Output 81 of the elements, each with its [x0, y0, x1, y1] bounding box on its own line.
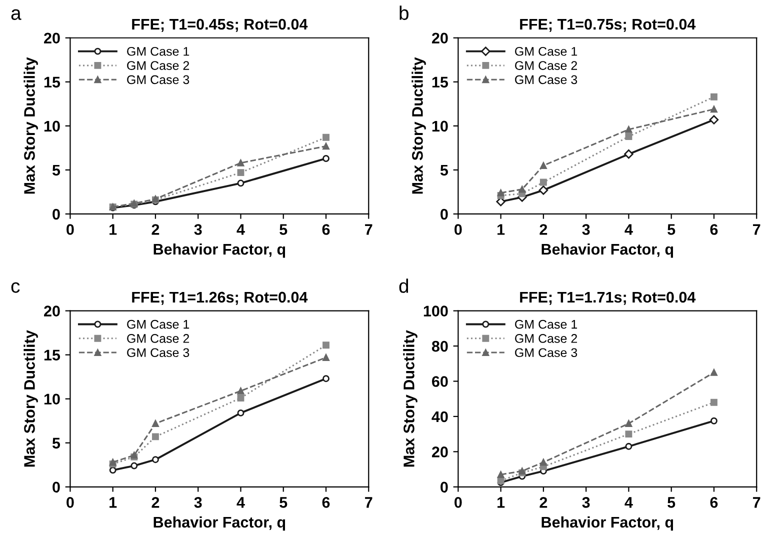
y-tick-label: 20: [44, 306, 60, 316]
legend-label: GM Case 1: [127, 46, 190, 56]
legend-label: GM Case 1: [515, 320, 578, 329]
x-tick-label: 0: [66, 497, 74, 508]
x-tick-label: 4: [236, 224, 245, 235]
chart-title: FFE; T1=0.75s; Rot=0.04: [520, 18, 696, 32]
x-tick-label: 0: [66, 224, 74, 235]
x-tick-label: 4: [624, 224, 633, 235]
y-tick-label: 10: [44, 120, 60, 132]
x-tick-label: 7: [753, 497, 760, 508]
x-tick-label: 3: [582, 497, 590, 508]
y-tick-label: 60: [432, 376, 448, 387]
x-tick-label: 3: [194, 497, 202, 508]
x-tick-label: 1: [498, 224, 505, 235]
y-tick-label: 40: [432, 411, 448, 422]
x-axis-title: Behavior Factor, q: [154, 243, 286, 258]
x-tick-label: 6: [322, 497, 330, 508]
y-tick-label: 5: [52, 438, 60, 449]
legend-label: GM Case 2: [515, 61, 577, 70]
x-tick-label: 1: [110, 224, 117, 235]
legend-label: GM Case 2: [127, 61, 190, 70]
x-tick-label: 1: [110, 497, 117, 508]
text: a: [11, 9, 22, 20]
x-tick-label: 0: [454, 497, 462, 508]
y-tick-label: 15: [432, 76, 448, 88]
x-tick-label: 6: [322, 224, 330, 235]
y-tick-label: 80: [432, 340, 448, 352]
text: d: [399, 278, 408, 293]
x-axis-title: Behavior Factor, q: [154, 516, 286, 531]
x-tick-label: 5: [668, 224, 676, 235]
y-axis-title: Max Story Ductility: [403, 330, 418, 467]
x-tick-label: 2: [540, 497, 548, 508]
x-tick-label: 3: [194, 224, 202, 235]
x-axis-title: Behavior Factor, q: [542, 516, 674, 531]
x-tick-label: 0: [454, 224, 462, 235]
legend-label: GM Case 1: [127, 320, 190, 329]
x-axis-title: Behavior Factor, q: [542, 243, 674, 258]
text: b: [400, 6, 408, 20]
y-axis-title: Max Story Ductility: [24, 57, 38, 194]
legend-label: GM Case 2: [515, 334, 577, 343]
x-tick-label: 2: [152, 497, 160, 508]
text: c: [11, 282, 20, 293]
x-tick-label: 5: [280, 224, 288, 235]
legend-label: GM Case 3: [515, 348, 578, 358]
x-tick-label: 5: [668, 497, 676, 508]
chart-title: FFE; T1=1.71s; Rot=0.04: [520, 292, 696, 305]
y-tick-label: 10: [432, 120, 448, 132]
legend-label: GM Case 3: [515, 75, 578, 84]
y-tick-label: 0: [440, 208, 448, 220]
y-tick-label: 20: [432, 32, 448, 44]
y-tick-label: 0: [440, 482, 448, 493]
chart-title: FFE; T1=1.26s; Rot=0.04: [132, 292, 308, 305]
y-tick-label: 5: [440, 164, 448, 176]
y-tick-label: 0: [52, 482, 60, 493]
y-tick-label: 20: [44, 32, 60, 44]
y-tick-label: 20: [432, 446, 448, 458]
x-tick-label: 7: [365, 224, 372, 235]
x-tick-label: 4: [236, 497, 245, 508]
x-tick-label: 2: [540, 224, 548, 235]
x-tick-label: 7: [365, 497, 372, 508]
x-tick-label: 2: [152, 224, 160, 235]
y-tick-label: 100: [424, 306, 448, 316]
x-tick-label: 7: [753, 224, 760, 235]
x-tick-label: 6: [710, 497, 718, 508]
legend-label: GM Case 3: [127, 348, 190, 358]
y-tick-label: 5: [52, 164, 60, 176]
chart-title: FFE; T1=0.45s; Rot=0.04: [132, 18, 308, 32]
y-tick-label: 0: [52, 208, 60, 220]
x-tick-label: 6: [710, 224, 718, 235]
x-tick-label: 1: [498, 497, 505, 508]
y-tick-label: 10: [44, 394, 60, 405]
y-axis-title: Max Story Ductility: [412, 57, 426, 194]
x-tick-label: 3: [582, 224, 590, 235]
y-axis-title: Max Story Ductility: [24, 330, 38, 467]
x-tick-label: 5: [280, 497, 288, 508]
legend-label: GM Case 3: [127, 75, 190, 84]
x-tick-label: 4: [624, 497, 633, 508]
y-tick-label: 15: [44, 350, 60, 361]
legend-label: GM Case 1: [515, 46, 578, 56]
legend-label: GM Case 2: [127, 334, 190, 343]
y-tick-label: 15: [44, 76, 60, 88]
